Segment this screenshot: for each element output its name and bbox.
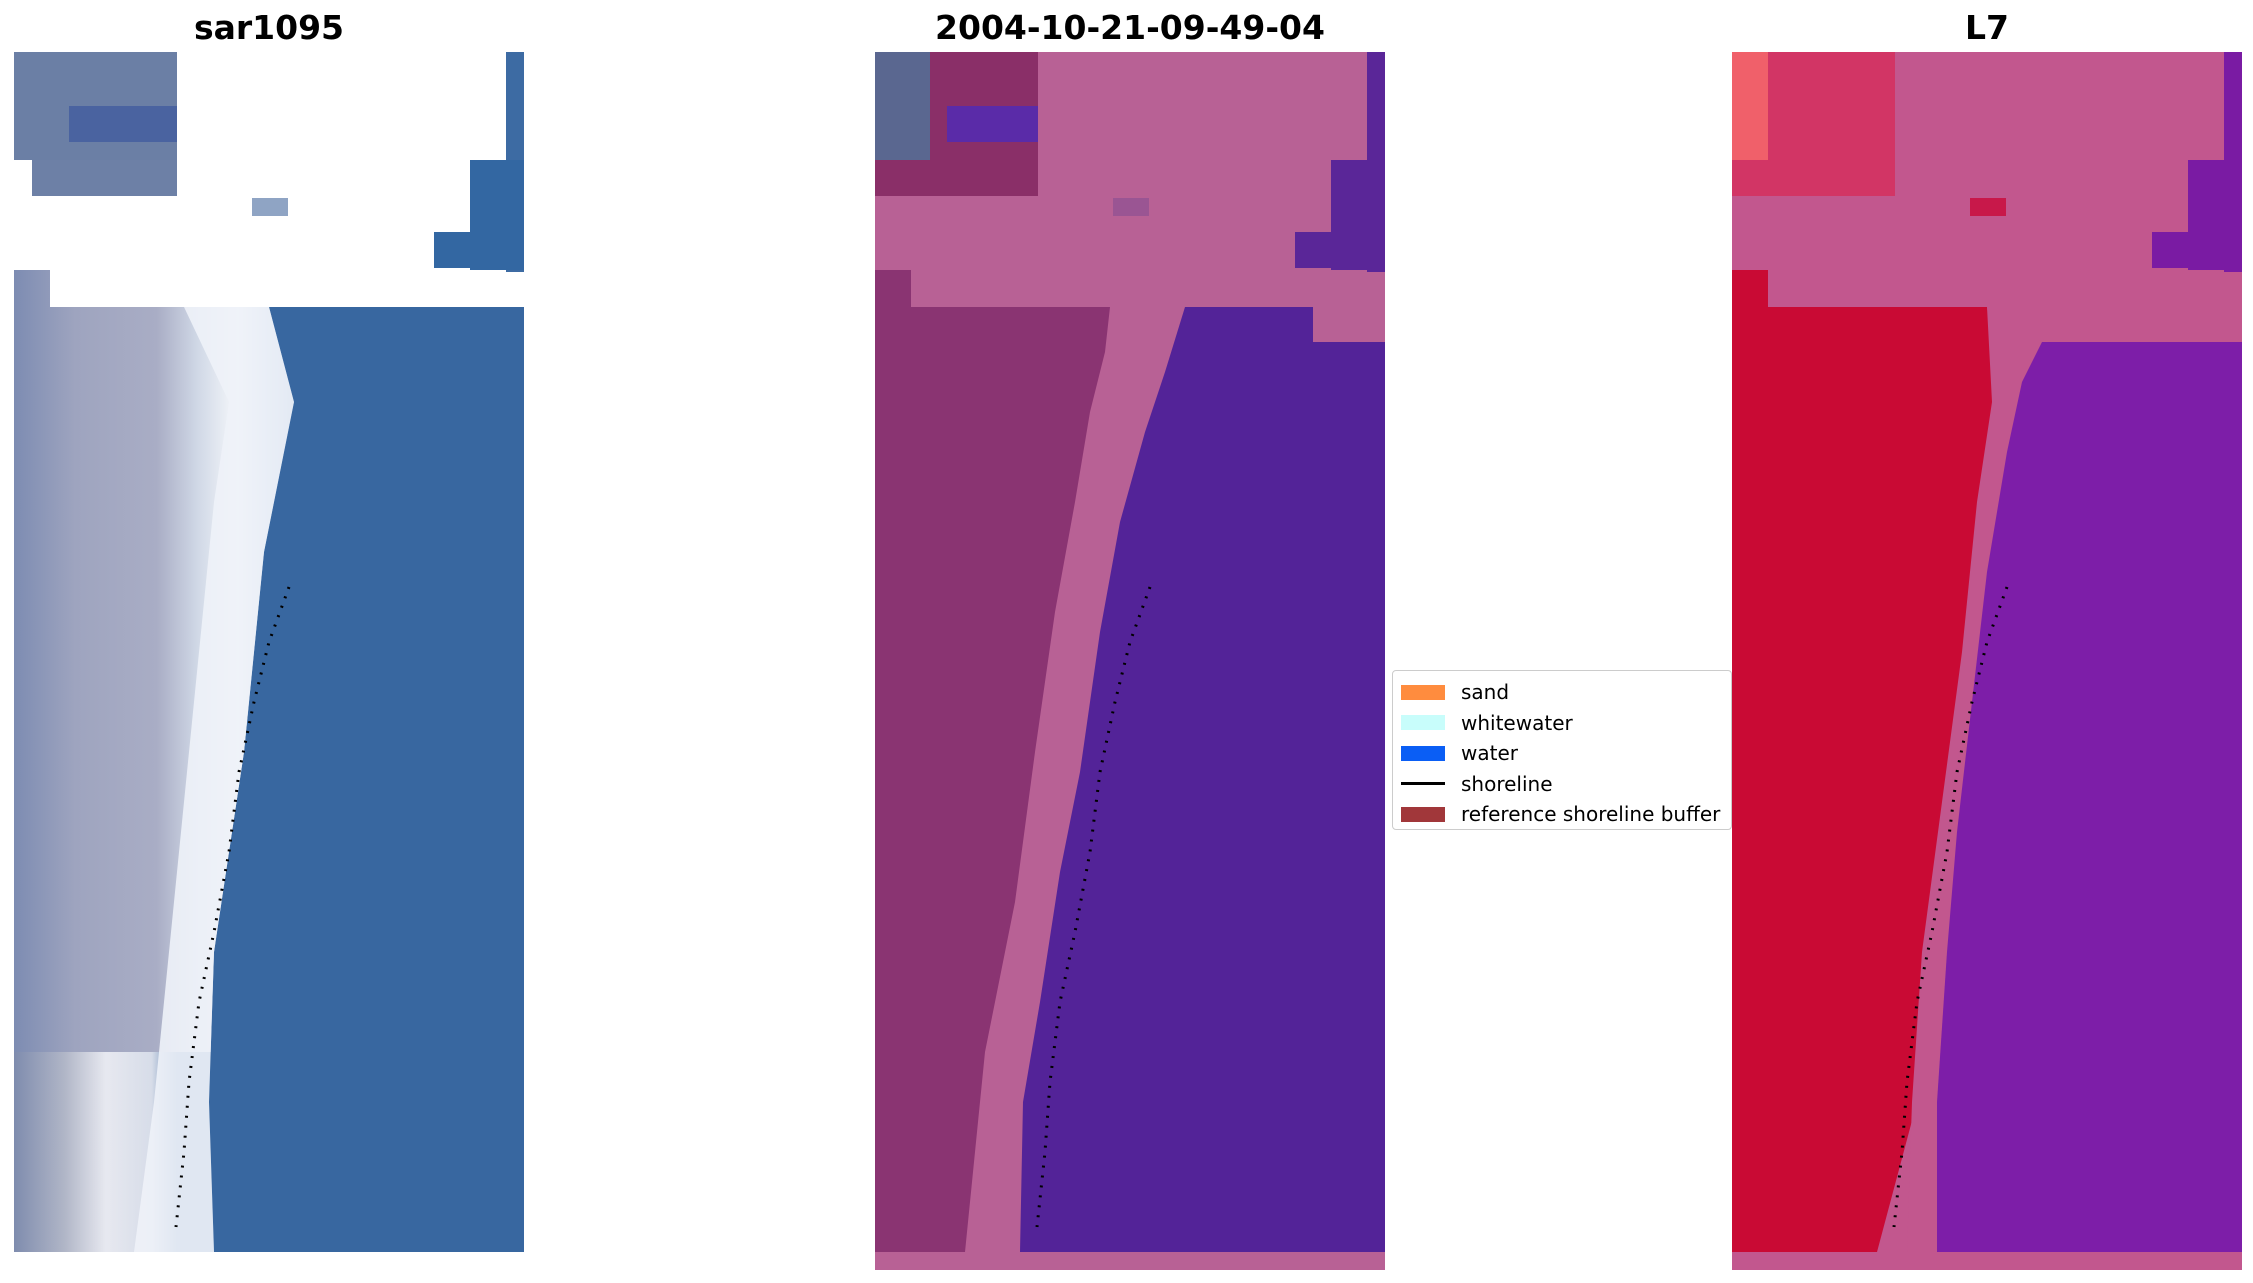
legend-swatch-reference-shoreline-buffer — [1401, 806, 1445, 822]
water-area — [209, 307, 524, 1252]
land-strip — [1732, 1252, 2242, 1270]
image-patch — [32, 160, 177, 196]
water-patch — [947, 106, 1038, 142]
legend-line-shoreline — [1401, 782, 1445, 786]
legend-label: sand — [1461, 680, 1510, 705]
legend-swatch-water — [1401, 745, 1445, 761]
legend-item-sand: sand — [1401, 677, 1723, 708]
shoreline — [174, 586, 291, 1228]
land-patch — [875, 270, 1110, 1252]
image-patch — [252, 198, 288, 216]
image-patch — [434, 232, 524, 268]
water-patch — [1295, 232, 1385, 268]
land-strip — [875, 1252, 1385, 1270]
water-area — [1020, 307, 1385, 1252]
legend-item-reference-shoreline-buffer: reference shoreline buffer — [1401, 799, 1723, 830]
classified-image-panel — [875, 52, 1385, 1270]
index-image-panel — [1732, 52, 2242, 1270]
land-patch — [1113, 198, 1149, 216]
shoreline — [1892, 586, 2009, 1228]
panel-title-rgb: sar1095 — [193, 8, 345, 47]
legend-item-whitewater: whitewater — [1401, 708, 1723, 739]
water-patch — [2224, 52, 2242, 272]
legend-label: shoreline — [1461, 771, 1553, 796]
index-image — [1732, 52, 2242, 1270]
panel-title-index: L7 — [1965, 8, 2009, 47]
land-patch — [875, 52, 930, 160]
shoreline — [1035, 586, 1152, 1228]
image-patch — [69, 106, 177, 142]
legend-swatch-sand — [1401, 684, 1445, 700]
panel-title-classified: 2004-10-21-09-49-04 — [935, 8, 1325, 47]
land-patch — [1970, 198, 2006, 216]
rgb-image-panel — [14, 52, 524, 1252]
legend-label: reference shoreline buffer — [1461, 802, 1721, 827]
water-area — [1937, 342, 2242, 1252]
surf-zone — [134, 307, 294, 1252]
classified-image — [875, 52, 1385, 1270]
legend: sand whitewater water shoreline referenc… — [1392, 670, 1732, 830]
legend-label: whitewater — [1461, 710, 1573, 735]
legend-swatch-whitewater — [1401, 715, 1445, 731]
land-patch — [1732, 52, 1768, 160]
land-patch — [1732, 270, 1997, 1252]
legend-item-shoreline: shoreline — [1401, 769, 1723, 800]
rgb-image — [14, 52, 524, 1252]
legend-label: water — [1461, 741, 1518, 766]
legend-item-water: water — [1401, 738, 1723, 769]
